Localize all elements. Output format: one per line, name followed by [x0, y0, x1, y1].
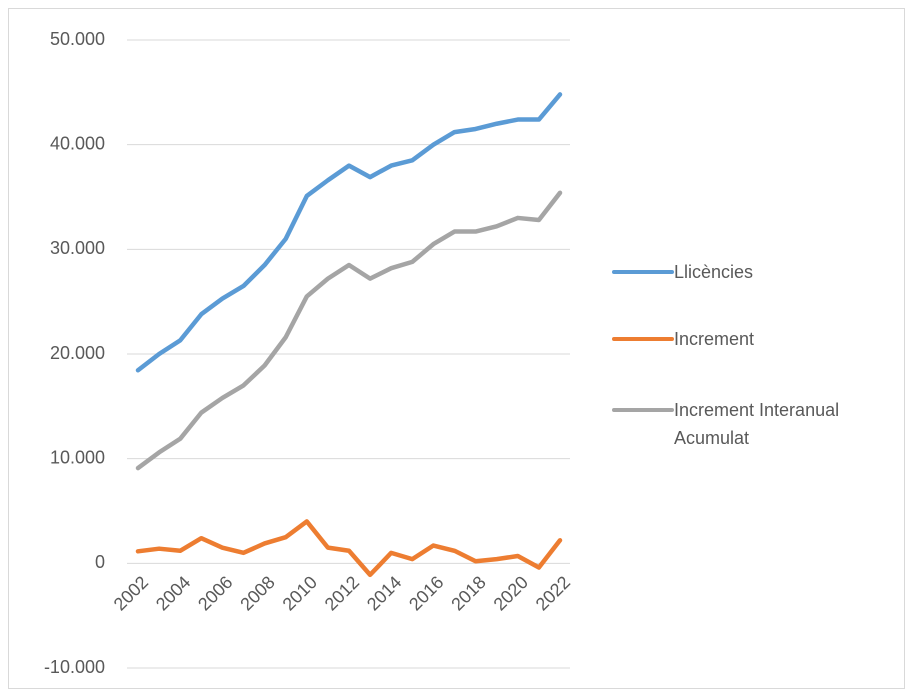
x-tick-label: 2012: [321, 572, 363, 614]
legend-label: Increment Interanual Acumulat: [674, 400, 840, 448]
legend-item: Increment Interanual Acumulat: [612, 396, 902, 452]
legend-item: Increment: [612, 325, 902, 353]
chart-border: [8, 8, 905, 689]
x-tick-label: 2008: [236, 572, 278, 614]
x-tick-label: 2016: [405, 572, 447, 614]
y-tick-label: 30.000: [50, 238, 105, 258]
y-tick-label: 10.000: [50, 447, 105, 467]
y-tick-label: -10.000: [44, 657, 105, 677]
y-tick-label: 50.000: [50, 29, 105, 49]
x-tick-label: 2002: [110, 572, 152, 614]
legend-swatch: [612, 337, 674, 341]
series-line: [135, 92, 563, 373]
legend-label: Increment: [674, 329, 755, 349]
legend-item: Llicències: [612, 258, 902, 286]
legend-swatch: [612, 270, 674, 274]
y-tick-label: 20.000: [50, 343, 105, 363]
x-tick-label: 2010: [279, 572, 321, 614]
x-tick-label: 2014: [363, 572, 405, 614]
x-tick-label: 2022: [532, 572, 574, 614]
series-line: [135, 190, 563, 471]
x-tick-label: 2006: [194, 572, 236, 614]
y-tick-label: 0: [95, 552, 105, 572]
legend-swatch: [612, 408, 674, 412]
x-tick-label: 2018: [447, 572, 489, 614]
legend-label: Llicències: [674, 262, 754, 282]
x-tick-label: 2020: [490, 572, 532, 614]
y-tick-label: 40.000: [50, 133, 105, 153]
x-tick-label: 2004: [152, 572, 194, 614]
series-line: [135, 519, 563, 578]
